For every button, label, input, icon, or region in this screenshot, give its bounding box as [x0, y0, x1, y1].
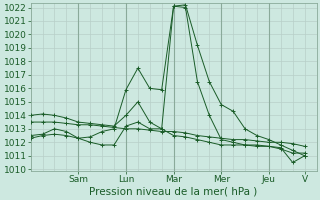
- X-axis label: Pression niveau de la mer( hPa ): Pression niveau de la mer( hPa ): [90, 187, 258, 197]
